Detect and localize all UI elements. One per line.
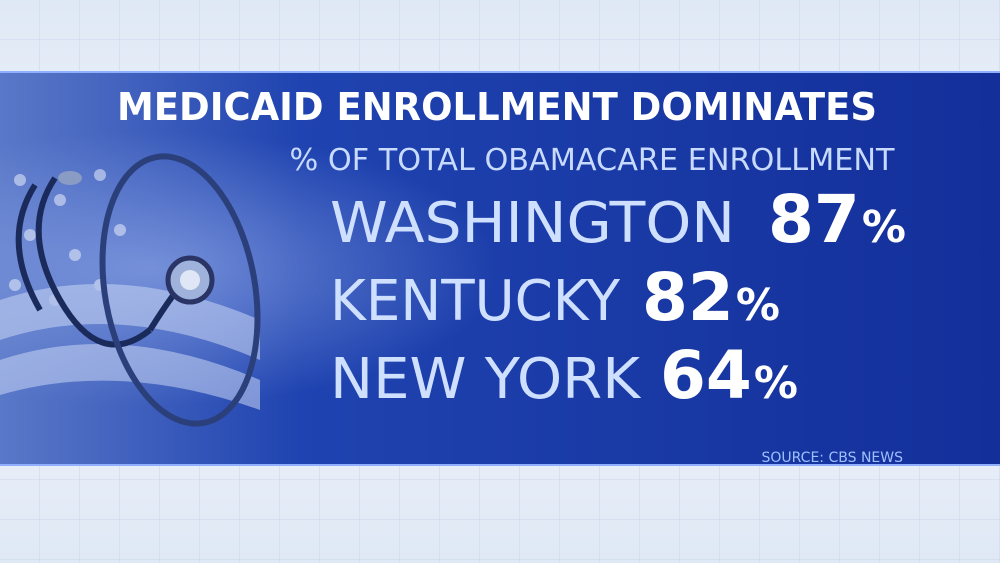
percent-unit: % [736, 280, 780, 331]
state-percent: 82% [642, 259, 780, 336]
percent-unit: % [754, 358, 798, 409]
source: SOURCE: CBS NEWS [762, 450, 904, 466]
percent-unit: % [862, 202, 906, 253]
banner-glow [0, 72, 1000, 465]
stethoscope-illustration [15, 153, 261, 427]
percent-value: 64 [660, 337, 752, 414]
rows: WASHINGTON 87%KENTUCKY 82%NEW YORK 64% [330, 181, 906, 414]
state-percent: 64% [660, 337, 798, 414]
state-name: KENTUCKY [330, 269, 621, 334]
state-percent: 87% [768, 181, 906, 258]
subtitle: % OF TOTAL OBAMACARE ENROLLMENT [290, 143, 896, 178]
percent-value: 82 [642, 259, 734, 336]
state-name: NEW YORK [330, 347, 641, 412]
title: MEDICAID ENROLLMENT DOMINATES [117, 85, 877, 129]
state-name: WASHINGTON [330, 191, 735, 256]
percent-value: 87 [768, 181, 860, 258]
